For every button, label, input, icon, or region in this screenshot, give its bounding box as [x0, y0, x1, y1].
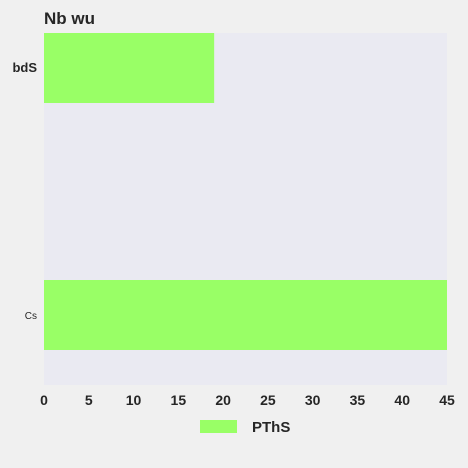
bar-bdS [44, 33, 215, 103]
x-tick-label-10: 10 [126, 392, 142, 408]
x-tick-label-35: 35 [350, 392, 366, 408]
x-tick-label-30: 30 [305, 392, 321, 408]
legend: PThS [200, 419, 290, 436]
x-tick-label-5: 5 [85, 392, 93, 408]
y-tick-label-bdS: bdS [12, 60, 37, 75]
x-tick-label-0: 0 [40, 392, 48, 408]
x-tick-label-40: 40 [394, 392, 410, 408]
chart-title: Nb wu [44, 9, 95, 28]
x-tick-labels: 0 5 10 15 20 25 30 35 40 45 [40, 392, 455, 408]
y-tick-labels: bdS Cs [12, 60, 37, 322]
bars-group [44, 33, 447, 350]
legend-label: PThS [252, 419, 290, 436]
legend-swatch [200, 420, 237, 433]
x-tick-label-20: 20 [215, 392, 231, 408]
x-tick-label-25: 25 [260, 392, 276, 408]
x-tick-label-15: 15 [171, 392, 187, 408]
bar-Cs [44, 280, 447, 350]
x-tick-label-45: 45 [439, 392, 455, 408]
y-tick-label-Cs: Cs [25, 311, 37, 322]
